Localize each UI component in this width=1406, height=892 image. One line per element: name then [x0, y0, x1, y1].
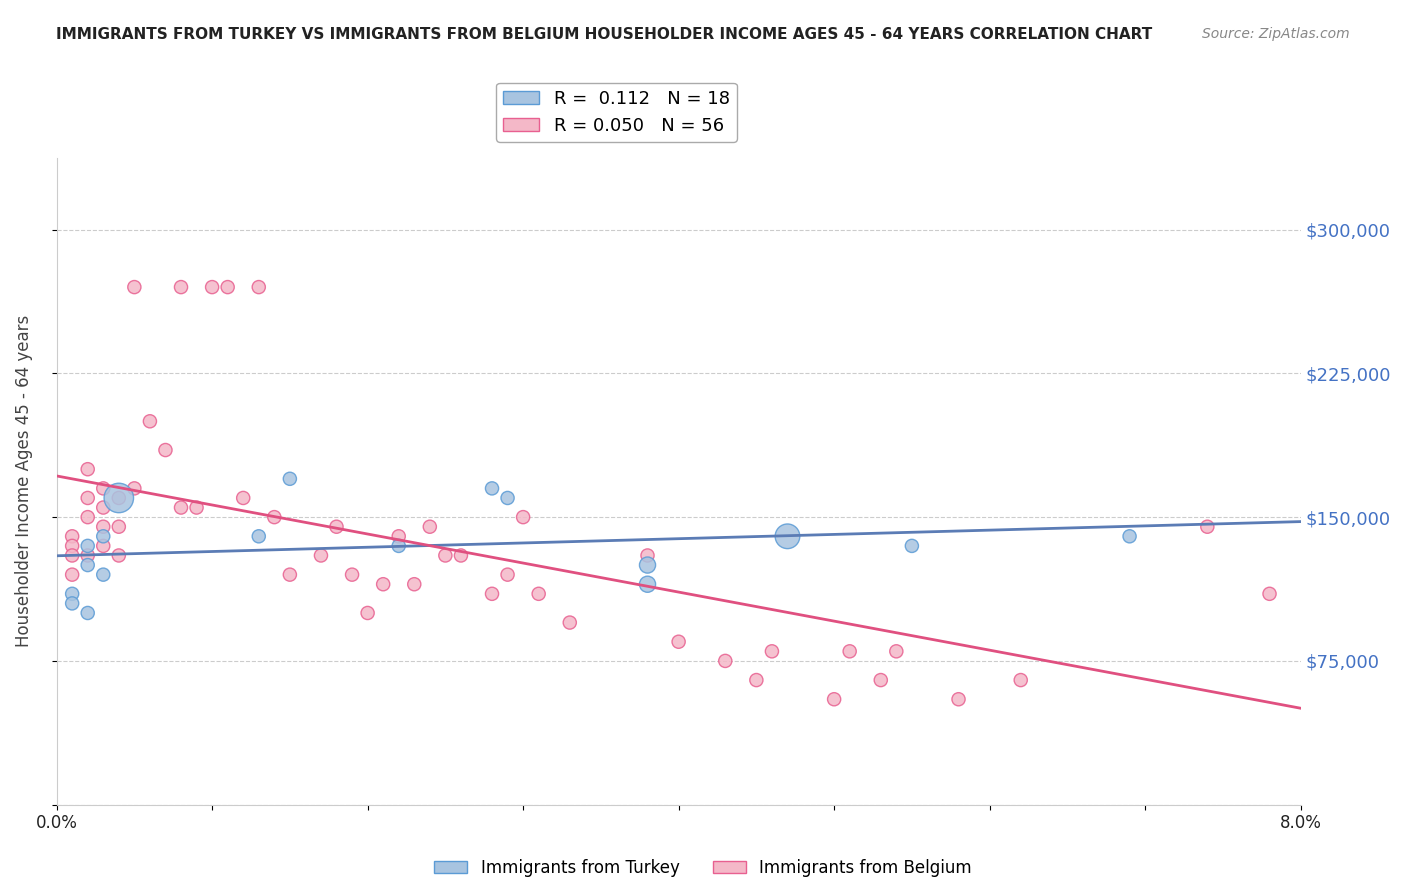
Point [217, 280, 239, 294]
Point [91, 567, 114, 582]
Point [278, 567, 301, 582]
Point [155, 443, 177, 458]
Legend: Immigrants from Turkey, Immigrants from Belgium: Immigrants from Turkey, Immigrants from … [427, 853, 979, 884]
Point [91, 529, 114, 543]
Point [247, 280, 270, 294]
Point [60, 587, 83, 601]
Point [91, 500, 114, 515]
Point [776, 529, 799, 543]
Point [668, 634, 690, 648]
Legend: R =  0.112   N = 18, R = 0.050   N = 56: R = 0.112 N = 18, R = 0.050 N = 56 [496, 83, 737, 142]
Point [60, 549, 83, 563]
Point [247, 529, 270, 543]
Point [481, 482, 503, 496]
Point [340, 567, 363, 582]
Text: Source: ZipAtlas.com: Source: ZipAtlas.com [1202, 27, 1350, 41]
Point [76, 549, 98, 563]
Point [60, 539, 83, 553]
Point [232, 491, 254, 505]
Point [76, 462, 98, 476]
Y-axis label: Householder Income Ages 45 - 64 years: Householder Income Ages 45 - 64 years [15, 315, 32, 648]
Point [278, 472, 301, 486]
Point [869, 673, 891, 687]
Point [139, 414, 162, 428]
Point [91, 482, 114, 496]
Point [745, 673, 768, 687]
Point [124, 280, 146, 294]
Point [496, 567, 519, 582]
Point [76, 510, 98, 524]
Point [76, 558, 98, 572]
Point [481, 587, 503, 601]
Point [263, 510, 285, 524]
Point [419, 519, 441, 533]
Point [1010, 673, 1032, 687]
Point [356, 606, 378, 620]
Point [1118, 529, 1140, 543]
Point [124, 482, 146, 496]
Point [823, 692, 845, 706]
Point [108, 549, 131, 563]
Point [450, 549, 472, 563]
Point [108, 491, 131, 505]
Point [1197, 519, 1219, 533]
Point [325, 519, 347, 533]
Text: IMMIGRANTS FROM TURKEY VS IMMIGRANTS FROM BELGIUM HOUSEHOLDER INCOME AGES 45 - 6: IMMIGRANTS FROM TURKEY VS IMMIGRANTS FRO… [56, 27, 1153, 42]
Point [838, 644, 860, 658]
Point [373, 577, 395, 591]
Point [170, 500, 193, 515]
Point [309, 549, 332, 563]
Point [91, 519, 114, 533]
Point [170, 280, 193, 294]
Point [558, 615, 581, 630]
Point [761, 644, 783, 658]
Point [60, 567, 83, 582]
Point [76, 606, 98, 620]
Point [404, 577, 426, 591]
Point [948, 692, 970, 706]
Point [637, 577, 659, 591]
Point [1258, 587, 1281, 601]
Point [434, 549, 457, 563]
Point [60, 529, 83, 543]
Point [201, 280, 224, 294]
Point [76, 539, 98, 553]
Point [108, 519, 131, 533]
Point [388, 529, 411, 543]
Point [637, 549, 659, 563]
Point [637, 558, 659, 572]
Point [714, 654, 737, 668]
Point [512, 510, 534, 524]
Point [186, 500, 208, 515]
Point [886, 644, 908, 658]
Point [527, 587, 550, 601]
Point [901, 539, 924, 553]
Point [91, 539, 114, 553]
Point [108, 491, 131, 505]
Point [76, 491, 98, 505]
Point [388, 539, 411, 553]
Point [60, 596, 83, 610]
Point [496, 491, 519, 505]
